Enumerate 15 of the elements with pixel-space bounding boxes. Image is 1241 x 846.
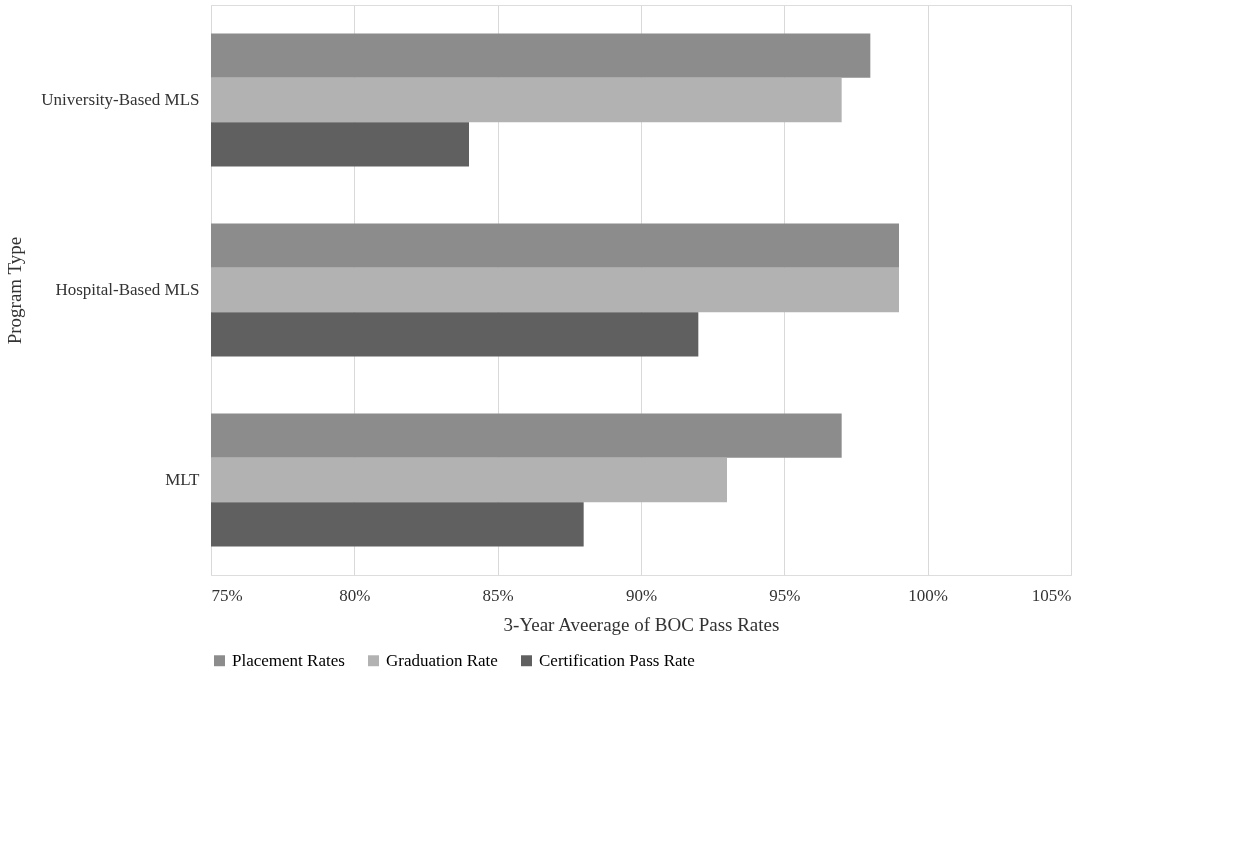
x-tick-label: 90%	[625, 585, 658, 605]
y-axis-title: Program Type	[4, 236, 26, 345]
y-tick-label: Hospital-Based MLS	[55, 280, 200, 299]
legend-label: Placement Rates	[232, 650, 345, 670]
x-tick-label: 75%	[211, 585, 243, 605]
y-tick-label: MLT	[165, 470, 201, 489]
x-tick-label: 105%	[1031, 585, 1072, 605]
x-tick-label: 95%	[769, 585, 801, 605]
legend-label: Certification Pass Rate	[539, 650, 695, 670]
x-axis-title: 3-Year Aveerage of BOC Pass Rates	[503, 613, 780, 635]
y-tick-label: University-Based MLS	[41, 90, 200, 109]
x-tick-label: 85%	[482, 585, 514, 605]
x-tick-label: 100%	[908, 585, 948, 605]
legend-label: Graduation Rate	[386, 650, 498, 670]
x-tick-label: 80%	[339, 585, 371, 605]
